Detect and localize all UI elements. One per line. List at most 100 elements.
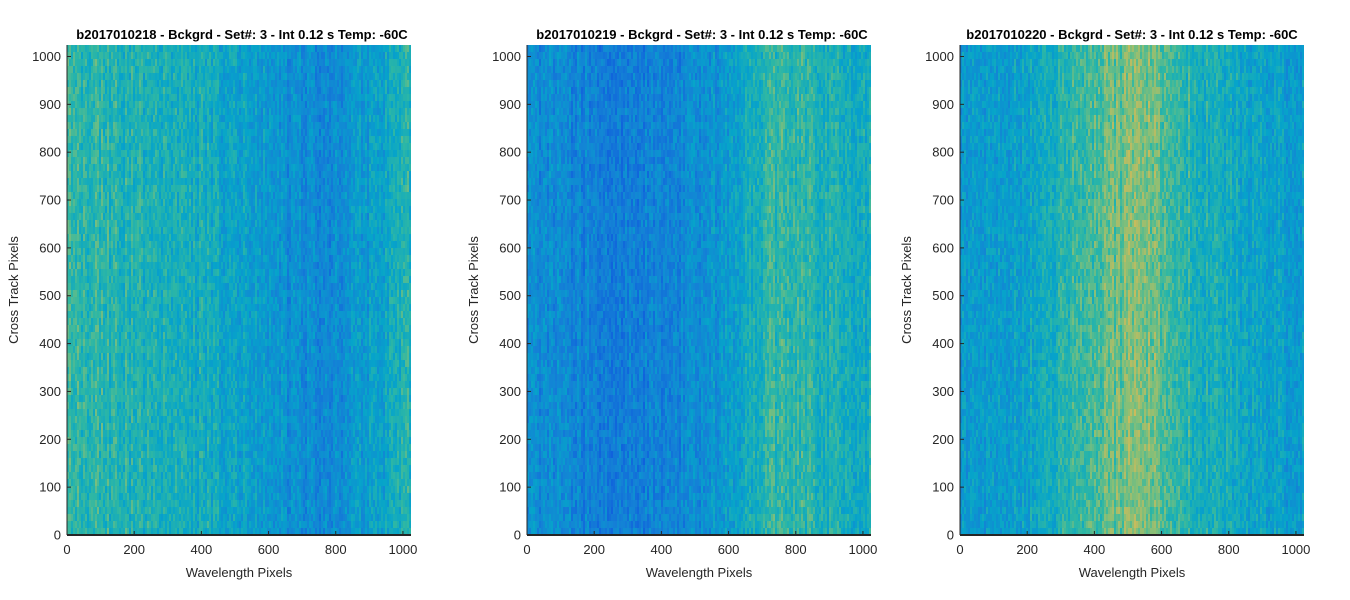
- heatmap-cell: [75, 269, 77, 277]
- heatmap-cell: [153, 73, 155, 81]
- heatmap-cell: [119, 346, 121, 354]
- heatmap-cell: [91, 220, 93, 228]
- heatmap-cell: [207, 290, 209, 298]
- heatmap-cell: [155, 143, 157, 151]
- heatmap-cell: [107, 388, 109, 396]
- heatmap-cell: [93, 458, 95, 466]
- heatmap-cell: [151, 129, 153, 137]
- heatmap-cell: [183, 416, 185, 424]
- heatmap-cell: [163, 94, 165, 102]
- heatmap-cell: [143, 192, 145, 200]
- heatmap-cell: [205, 360, 207, 368]
- heatmap-cell: [187, 339, 189, 347]
- heatmap-cell: [177, 122, 179, 130]
- heatmap-cell: [207, 339, 209, 347]
- heatmap-cell: [141, 122, 143, 130]
- heatmap-cell: [171, 255, 173, 263]
- heatmap-cell: [155, 241, 157, 249]
- heatmap-cell: [189, 234, 191, 242]
- heatmap-cell: [177, 276, 179, 284]
- heatmap-cell: [75, 52, 77, 60]
- heatmap-cell: [155, 269, 157, 277]
- heatmap-cell: [133, 276, 135, 284]
- heatmap-cell: [93, 94, 95, 102]
- heatmap-cell: [77, 458, 79, 466]
- heatmap-cell: [203, 353, 205, 361]
- heatmap-cell: [181, 101, 183, 109]
- heatmap-cell: [103, 465, 105, 473]
- heatmap-cell: [99, 276, 101, 284]
- heatmap-cell: [99, 493, 101, 501]
- heatmap-cell: [73, 493, 75, 501]
- heatmap-cell: [91, 339, 93, 347]
- heatmap-cell: [151, 528, 153, 535]
- heatmap-cell: [135, 395, 137, 403]
- heatmap-cell: [85, 234, 87, 242]
- heatmap-cell: [127, 269, 129, 277]
- heatmap-cell: [67, 479, 69, 487]
- heatmap-cell: [85, 129, 87, 137]
- heatmap-cell: [165, 164, 167, 172]
- heatmap-cell: [113, 234, 115, 242]
- heatmap-cell: [137, 486, 139, 494]
- heatmap-cell: [205, 276, 207, 284]
- heatmap-cell: [191, 59, 193, 67]
- heatmap-cell: [111, 59, 113, 67]
- heatmap-cell: [149, 192, 151, 200]
- heatmap-cell: [67, 514, 69, 522]
- heatmap-cell: [73, 248, 75, 256]
- heatmap-cell: [137, 416, 139, 424]
- heatmap-cell: [99, 360, 101, 368]
- heatmap-cell: [167, 276, 169, 284]
- heatmap-cell: [165, 409, 167, 417]
- heatmap-cell: [151, 269, 153, 277]
- heatmap-cell: [195, 367, 197, 375]
- heatmap-cell: [185, 276, 187, 284]
- heatmap-cell: [197, 311, 199, 319]
- heatmap-cell: [147, 297, 149, 305]
- heatmap-cell: [95, 381, 97, 389]
- heatmap-cell: [209, 143, 211, 151]
- heatmap-cell: [87, 136, 89, 144]
- heatmap-cell: [205, 213, 207, 221]
- heatmap-cell: [103, 52, 105, 60]
- heatmap-cell: [109, 318, 111, 326]
- heatmap-cell: [163, 52, 165, 60]
- heatmap-cell: [195, 465, 197, 473]
- heatmap-cell: [149, 353, 151, 361]
- heatmap-cell: [203, 500, 205, 508]
- heatmap-cell: [151, 514, 153, 522]
- heatmap-cell: [135, 346, 137, 354]
- heatmap-cell: [163, 150, 165, 158]
- heatmap-cell: [95, 507, 97, 515]
- heatmap-cell: [207, 206, 209, 214]
- heatmap-cell: [119, 276, 121, 284]
- heatmap-cell: [203, 59, 205, 67]
- heatmap-cell: [177, 304, 179, 312]
- heatmap-cell: [175, 269, 177, 277]
- heatmap-cell: [79, 73, 81, 81]
- heatmap-cell: [73, 234, 75, 242]
- heatmap-cell: [181, 115, 183, 123]
- heatmap-cell: [67, 150, 69, 158]
- heatmap-cell: [187, 290, 189, 298]
- heatmap-cell: [189, 171, 191, 179]
- heatmap-cell: [143, 444, 145, 452]
- heatmap-cell: [77, 332, 79, 340]
- heatmap-cell: [181, 192, 183, 200]
- heatmap-cell: [181, 87, 183, 95]
- heatmap-cell: [129, 241, 131, 249]
- heatmap-cell: [175, 227, 177, 235]
- heatmap-cell: [115, 395, 117, 403]
- heatmap-cell: [193, 402, 195, 410]
- heatmap-cell: [177, 486, 179, 494]
- heatmap-cell: [161, 486, 163, 494]
- heatmap-cell: [119, 423, 121, 431]
- heatmap-cell: [175, 528, 177, 535]
- heatmap-cell: [143, 521, 145, 529]
- heatmap-cell: [183, 66, 185, 74]
- heatmap-cell: [99, 87, 101, 95]
- heatmap-cell: [195, 311, 197, 319]
- heatmap-cell: [173, 437, 175, 445]
- heatmap-cell: [133, 101, 135, 109]
